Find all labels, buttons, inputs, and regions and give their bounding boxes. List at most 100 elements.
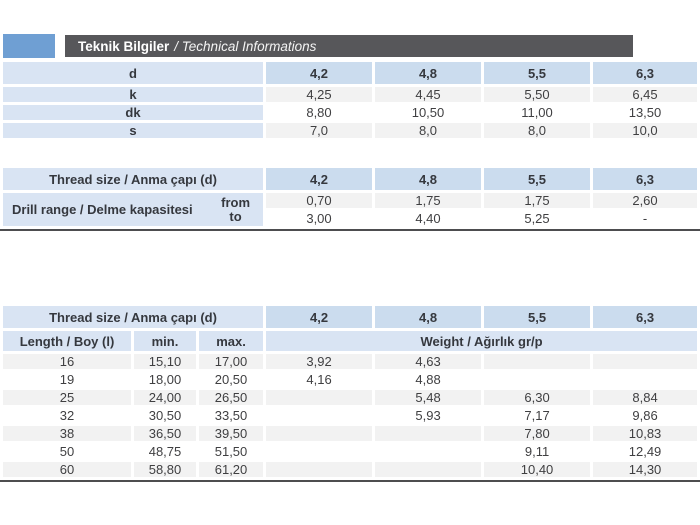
- spec-row-k: k 4,25 4,45 5,50 6,45: [3, 87, 697, 102]
- row-label-k: k: [3, 87, 263, 102]
- size-header-cell: 6,3: [593, 62, 697, 84]
- weight-value: 4,16: [266, 372, 373, 387]
- max-column-header: max.: [199, 331, 264, 351]
- drill-from-value: 0,70: [266, 193, 372, 208]
- drill-from-value: 1,75: [375, 193, 481, 208]
- spec-value: 4,45: [375, 87, 481, 102]
- row-label-s: s: [3, 123, 263, 138]
- dimensions-header-row: d 4,2 4,8 5,5 6,3: [3, 62, 697, 84]
- length-value: 19: [3, 372, 131, 387]
- weight-value: 5,93: [375, 408, 482, 423]
- drill-from-row: Drill range / Delme kapasitesi from to 0…: [3, 193, 697, 226]
- weight-subheader-row: Length / Boy (l) min. max. Weight / Ağır…: [3, 331, 698, 351]
- weight-value: 9,11: [484, 444, 591, 459]
- weight-value: 8,84: [593, 390, 698, 405]
- weight-value: 10,40: [484, 462, 591, 477]
- section-title-bar: Teknik Bilgiler / Technical Informations: [65, 35, 633, 57]
- spec-value: 6,45: [593, 87, 697, 102]
- weight-value: 3,92: [266, 354, 373, 369]
- weight-value: [593, 372, 698, 387]
- weight-row-60: 60 58,80 61,20 10,40 14,30: [3, 462, 698, 477]
- from-label: from: [221, 194, 250, 210]
- length-value: 25: [3, 390, 131, 405]
- max-value: 33,50: [199, 408, 264, 423]
- max-value: 26,50: [199, 390, 264, 405]
- to-label: to: [229, 208, 242, 224]
- weight-value: [266, 408, 373, 423]
- section-title-primary: Teknik Bilgiler: [78, 38, 170, 54]
- weight-row-50: 50 48,75 51,50 9,11 12,49: [3, 444, 698, 459]
- length-value: 60: [3, 462, 131, 477]
- accent-square: [3, 34, 55, 58]
- spec-value: 4,25: [266, 87, 372, 102]
- drill-to-value: 4,40: [375, 211, 481, 226]
- size-header-cell: 4,8: [375, 168, 481, 190]
- thread-size-label: Thread size / Anma çapı (d): [3, 306, 264, 328]
- row-label-d: d: [3, 62, 263, 84]
- size-header-cell: 4,2: [266, 168, 372, 190]
- weight-value: [266, 462, 373, 477]
- size-header-cell: 5,5: [484, 62, 590, 84]
- weight-value: [484, 354, 591, 369]
- size-header-cell: 5,5: [484, 168, 590, 190]
- spec-value: 7,0: [266, 123, 372, 138]
- drill-range-label: Drill range / Delme kapasitesi: [12, 202, 193, 217]
- weight-value: 6,30: [484, 390, 591, 405]
- weight-value: 4,88: [375, 372, 482, 387]
- size-header-cell: 4,2: [266, 306, 373, 328]
- size-header-cell: 4,8: [375, 306, 482, 328]
- weight-value: [375, 444, 482, 459]
- weight-value: [593, 354, 698, 369]
- length-column-header: Length / Boy (l): [3, 331, 131, 351]
- spec-row-s: s 7,0 8,0 8,0 10,0: [3, 123, 697, 138]
- min-value: 58,80: [134, 462, 196, 477]
- weight-value: 7,17: [484, 408, 591, 423]
- weight-row-38: 38 36,50 39,50 7,80 10,83: [3, 426, 698, 441]
- length-value: 38: [3, 426, 131, 441]
- weight-header-row: Thread size / Anma çapı (d) 4,2 4,8 5,5 …: [3, 306, 698, 328]
- spec-value: 11,00: [484, 105, 590, 120]
- weight-column-header: Weight / Ağırlık gr/p: [266, 331, 698, 351]
- row-label-dk: dk: [3, 105, 263, 120]
- drill-header-row: Thread size / Anma çapı (d) 4,2 4,8 5,5 …: [3, 168, 697, 190]
- weight-value: [484, 372, 591, 387]
- weight-value: 10,83: [593, 426, 698, 441]
- weight-value: 5,48: [375, 390, 482, 405]
- weight-value: 4,63: [375, 354, 482, 369]
- weight-value: [266, 390, 373, 405]
- drill-to-value: 3,00: [266, 211, 372, 226]
- weight-value: 14,30: [593, 462, 698, 477]
- spec-row-dk: dk 8,80 10,50 11,00 13,50: [3, 105, 697, 120]
- min-value: 24,00: [134, 390, 196, 405]
- drill-from-value: 1,75: [484, 193, 590, 208]
- max-value: 39,50: [199, 426, 264, 441]
- spec-value: 5,50: [484, 87, 590, 102]
- size-header-cell: 4,8: [375, 62, 481, 84]
- length-value: 50: [3, 444, 131, 459]
- weight-value: 9,86: [593, 408, 698, 423]
- drill-to-value: 5,25: [484, 211, 590, 226]
- weight-table: Thread size / Anma çapı (d) 4,2 4,8 5,5 …: [0, 303, 700, 482]
- max-value: 61,20: [199, 462, 264, 477]
- weight-row-32: 32 30,50 33,50 5,93 7,17 9,86: [3, 408, 698, 423]
- drill-to-row: 3,00 4,40 5,25 -: [3, 211, 697, 226]
- length-value: 16: [3, 354, 131, 369]
- weight-row-19: 19 18,00 20,50 4,16 4,88: [3, 372, 698, 387]
- size-header-cell: 6,3: [593, 306, 698, 328]
- thread-size-label: Thread size / Anma çapı (d): [3, 168, 263, 190]
- min-value: 36,50: [134, 426, 196, 441]
- spec-value: 10,0: [593, 123, 697, 138]
- spec-value: 8,0: [484, 123, 590, 138]
- weight-value: [266, 426, 373, 441]
- dimensions-table: d 4,2 4,8 5,5 6,3 k 4,25 4,45 5,50 6,45 …: [0, 59, 700, 141]
- max-value: 51,50: [199, 444, 264, 459]
- min-value: 15,10: [134, 354, 196, 369]
- spec-value: 8,0: [375, 123, 481, 138]
- weight-value: 12,49: [593, 444, 698, 459]
- spec-value: 8,80: [266, 105, 372, 120]
- weight-row-25: 25 24,00 26,50 5,48 6,30 8,84: [3, 390, 698, 405]
- spec-value: 10,50: [375, 105, 481, 120]
- spec-value: 13,50: [593, 105, 697, 120]
- max-value: 17,00: [199, 354, 264, 369]
